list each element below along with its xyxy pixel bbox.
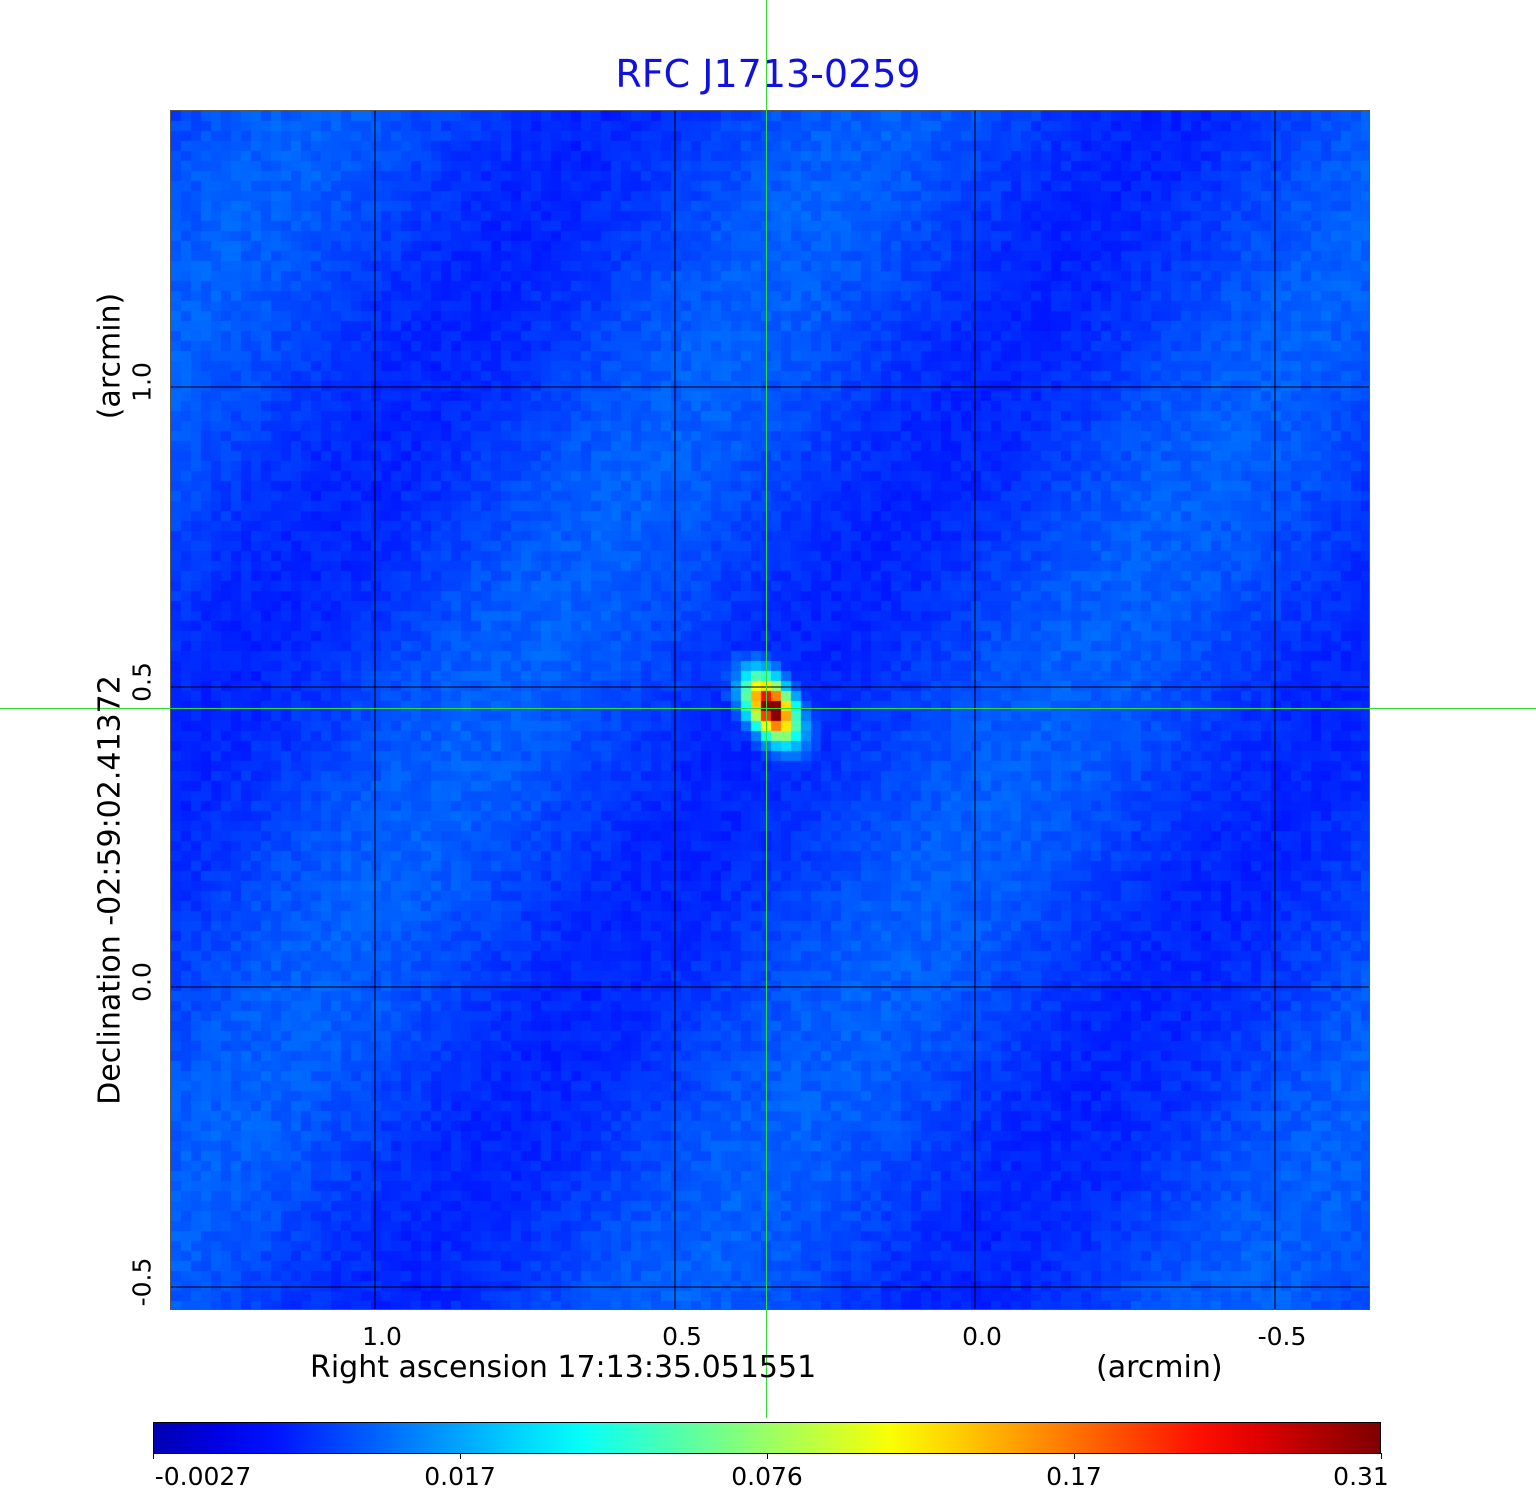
image-map[interactable]	[170, 110, 1370, 1310]
y-tick-label: -0.5	[127, 1257, 157, 1307]
colorbar	[153, 1422, 1381, 1454]
colorbar-tick	[460, 1453, 461, 1459]
x-tick-label: 0.5	[662, 1322, 702, 1351]
colorbar-tick-label: 0.17	[1046, 1462, 1102, 1491]
colorbar-tick	[1381, 1453, 1382, 1459]
chart-title: RFC J1713-0259	[615, 52, 921, 96]
heatmap-canvas	[171, 111, 1369, 1309]
y-tick-label: 0.5	[127, 662, 157, 702]
y-tick-label: 1.0	[127, 362, 157, 402]
colorbar-tick-label: -0.0027	[154, 1462, 252, 1491]
colorbar-tick-label: 0.31	[1333, 1462, 1389, 1491]
x-axis-label: Right ascension 17:13:35.051551	[310, 1350, 817, 1385]
colorbar-tick	[1074, 1453, 1075, 1459]
colorbar-tick	[153, 1453, 154, 1459]
colorbar-tick-label: 0.017	[424, 1462, 496, 1491]
x-tick-label: 0.0	[962, 1322, 1002, 1351]
colorbar-tick-label: 0.076	[731, 1462, 803, 1491]
x-tick-label: 1.0	[362, 1322, 402, 1351]
crosshair-vertical	[766, 0, 767, 1418]
colorbar-tick	[767, 1453, 768, 1459]
y-tick-label: 0.0	[127, 962, 157, 1002]
y-axis-label: Declination -02:59:02.41372	[92, 675, 128, 1105]
y-axis-unit: (arcmin)	[92, 292, 128, 420]
x-axis-unit: (arcmin)	[1096, 1350, 1223, 1385]
grid-overlay	[171, 111, 1369, 1309]
x-tick-label: -0.5	[1257, 1322, 1307, 1351]
crosshair-horizontal	[0, 708, 1536, 709]
